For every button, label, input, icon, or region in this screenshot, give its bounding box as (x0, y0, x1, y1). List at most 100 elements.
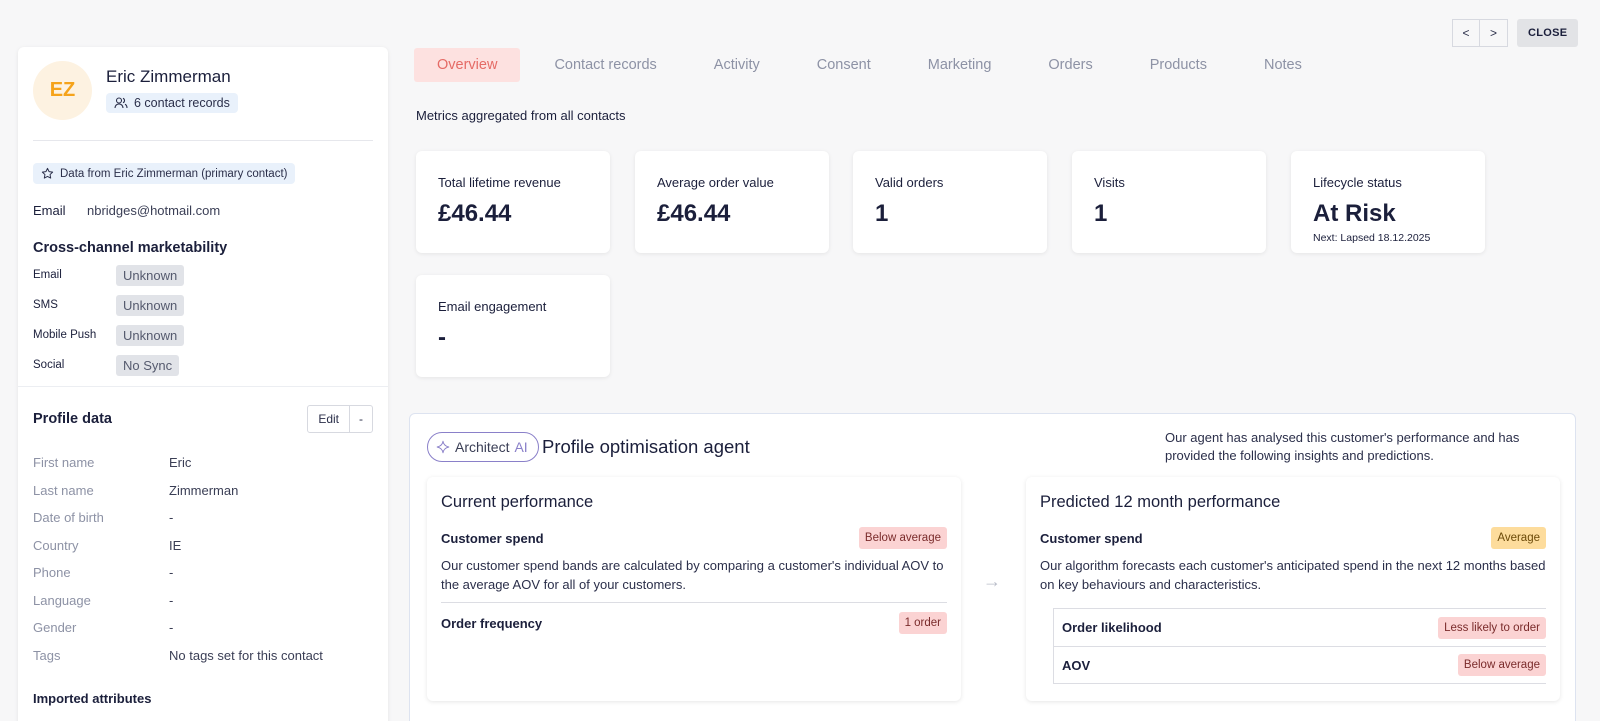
sparkle-icon (436, 440, 450, 454)
field-key: First name (33, 455, 95, 470)
primary-contact-chip: Data from Eric Zimmerman (primary contac… (33, 163, 296, 184)
marketability-list: Email Unknown SMS Unknown Mobile Push Un… (33, 264, 373, 376)
order-frequency-row: Order frequency 1 order (441, 612, 947, 634)
profile-field-row: First name Eric (33, 455, 373, 483)
channel-label: SMS (33, 299, 58, 311)
tab-activity[interactable]: Activity (713, 57, 760, 73)
tab-products[interactable]: Products (1149, 57, 1207, 73)
metric-value: 1 (875, 200, 889, 227)
tab-contact-records[interactable]: Contact records (554, 57, 657, 73)
divider (441, 602, 947, 603)
order-frequency-tag: 1 order (898, 612, 947, 634)
predicted-performance-card: Predicted 12 month performance Customer … (1026, 477, 1560, 701)
aov-tag: Below average (1457, 654, 1546, 676)
field-value: - (169, 510, 174, 525)
field-value: No tags set for this contact (169, 647, 323, 663)
metric-card-email-engagement: Email engagement - (416, 275, 610, 377)
tab-notes[interactable]: Notes (1263, 57, 1302, 73)
field-key: Phone (33, 565, 71, 580)
metric-label: Email engagement (438, 299, 547, 314)
channel-label: Mobile Push (33, 329, 97, 341)
badge-ai-text: AI (514, 439, 528, 455)
profile-field-row: Phone - (33, 565, 373, 593)
edit-button-group: Edit - (307, 405, 373, 433)
metric-label: Lifecycle status (1313, 175, 1402, 190)
field-value: Zimmerman (169, 482, 239, 498)
predicted-spend-label: Customer spend (1040, 530, 1143, 546)
metric-label: Average order value (657, 175, 774, 190)
edit-dropdown-button[interactable]: - (349, 406, 372, 432)
field-key: Tags (33, 647, 61, 663)
current-performance-title: Current performance (441, 493, 594, 511)
aggregate-label: Metrics aggregated from all contacts (416, 108, 626, 123)
metric-subtext: Next: Lapsed 18.12.2025 (1313, 232, 1431, 244)
field-key: Language (33, 592, 91, 608)
next-record-button[interactable]: > (1480, 19, 1508, 47)
contact-records-chip[interactable]: 6 contact records (106, 93, 238, 113)
metric-label: Total lifetime revenue (438, 175, 561, 190)
profile-field-row: Gender - (33, 620, 373, 648)
field-value: - (169, 565, 174, 580)
predicted-sub-metrics: Order likelihood Less likely to order AO… (1053, 608, 1546, 684)
current-spend-tag: Below average (858, 527, 947, 549)
agent-title: Profile optimisation agent (542, 436, 750, 457)
order-likelihood-tag: Less likely to order (1438, 616, 1546, 639)
profile-field-row: Country IE (33, 538, 373, 566)
metric-value: £46.44 (657, 200, 731, 227)
metric-card-revenue: Total lifetime revenue £46.44 (416, 151, 610, 253)
status-badge: Unknown (116, 324, 185, 346)
channel-label: Email (33, 269, 62, 281)
metric-card-lifecycle: Lifecycle status At Risk Next: Lapsed 18… (1291, 151, 1485, 253)
profile-field-row: Last name Zimmerman (33, 483, 373, 511)
tab-consent[interactable]: Consent (816, 57, 871, 73)
order-likelihood-label: Order likelihood (1062, 620, 1162, 635)
close-button[interactable]: CLOSE (1517, 19, 1579, 47)
profile-field-row: Date of birth - (33, 510, 373, 538)
tab-overview[interactable]: Overview (414, 48, 521, 82)
field-value: - (169, 620, 174, 635)
order-likelihood-row: Order likelihood Less likely to order (1054, 608, 1546, 646)
tab-orders[interactable]: Orders (1048, 57, 1093, 73)
field-key: Date of birth (33, 510, 104, 525)
predicted-performance-title: Predicted 12 month performance (1040, 493, 1281, 511)
predicted-spend-tag: Average (1491, 527, 1546, 549)
prev-record-button[interactable]: < (1452, 19, 1480, 47)
profile-field-row: Tags No tags set for this contact (33, 648, 373, 676)
imported-attributes-heading: Imported attributes (33, 691, 152, 706)
users-icon (114, 97, 128, 109)
primary-contact-label: Data from Eric Zimmerman (primary contac… (60, 167, 288, 180)
marketability-row: SMS Unknown (33, 294, 373, 316)
profile-data-table: First name Eric Last name Zimmerman Date o… (33, 455, 373, 675)
status-badge: Unknown (116, 294, 185, 316)
profile-name: Eric Zimmerman (106, 67, 231, 86)
profile-header: EZ Eric Zimmerman 6 contact records (33, 61, 373, 141)
status-badge: No Sync (116, 354, 180, 376)
profile-data-title: Profile data (33, 411, 112, 427)
field-value: Eric (169, 455, 192, 470)
predicted-spend-text: Our algorithm forecasts each customer's … (1040, 558, 1546, 592)
architect-ai-badge: Architect AI (427, 432, 539, 462)
current-spend-text: Our customer spend bands are calculated … (441, 558, 944, 592)
email-row: Email nbridges@hotmail.com (33, 203, 373, 218)
predicted-spend-row: Customer spend Average (1040, 527, 1546, 549)
profile-field-row: Language - (33, 593, 373, 621)
contact-records-label: 6 contact records (134, 96, 230, 110)
marketability-row: Social No Sync (33, 354, 373, 376)
current-performance-card: Current performance Customer spend Below… (427, 477, 961, 701)
divider (18, 386, 388, 387)
record-pager: < > (1452, 19, 1508, 47)
aov-label: AOV (1062, 657, 1091, 673)
metric-value: - (438, 324, 446, 351)
field-key: Last name (33, 482, 94, 498)
metric-card-visits: Visits 1 (1072, 151, 1266, 253)
current-spend-row: Customer spend Below average (441, 527, 947, 549)
metric-value: At Risk (1313, 200, 1396, 227)
field-key: Gender (33, 620, 77, 635)
metric-label: Valid orders (875, 175, 944, 190)
marketability-row: Email Unknown (33, 264, 373, 286)
channel-label: Social (33, 359, 65, 371)
tab-marketing[interactable]: Marketing (927, 57, 992, 73)
email-key: Email (33, 203, 66, 218)
edit-button[interactable]: Edit (318, 412, 339, 426)
field-key: Country (33, 537, 79, 553)
